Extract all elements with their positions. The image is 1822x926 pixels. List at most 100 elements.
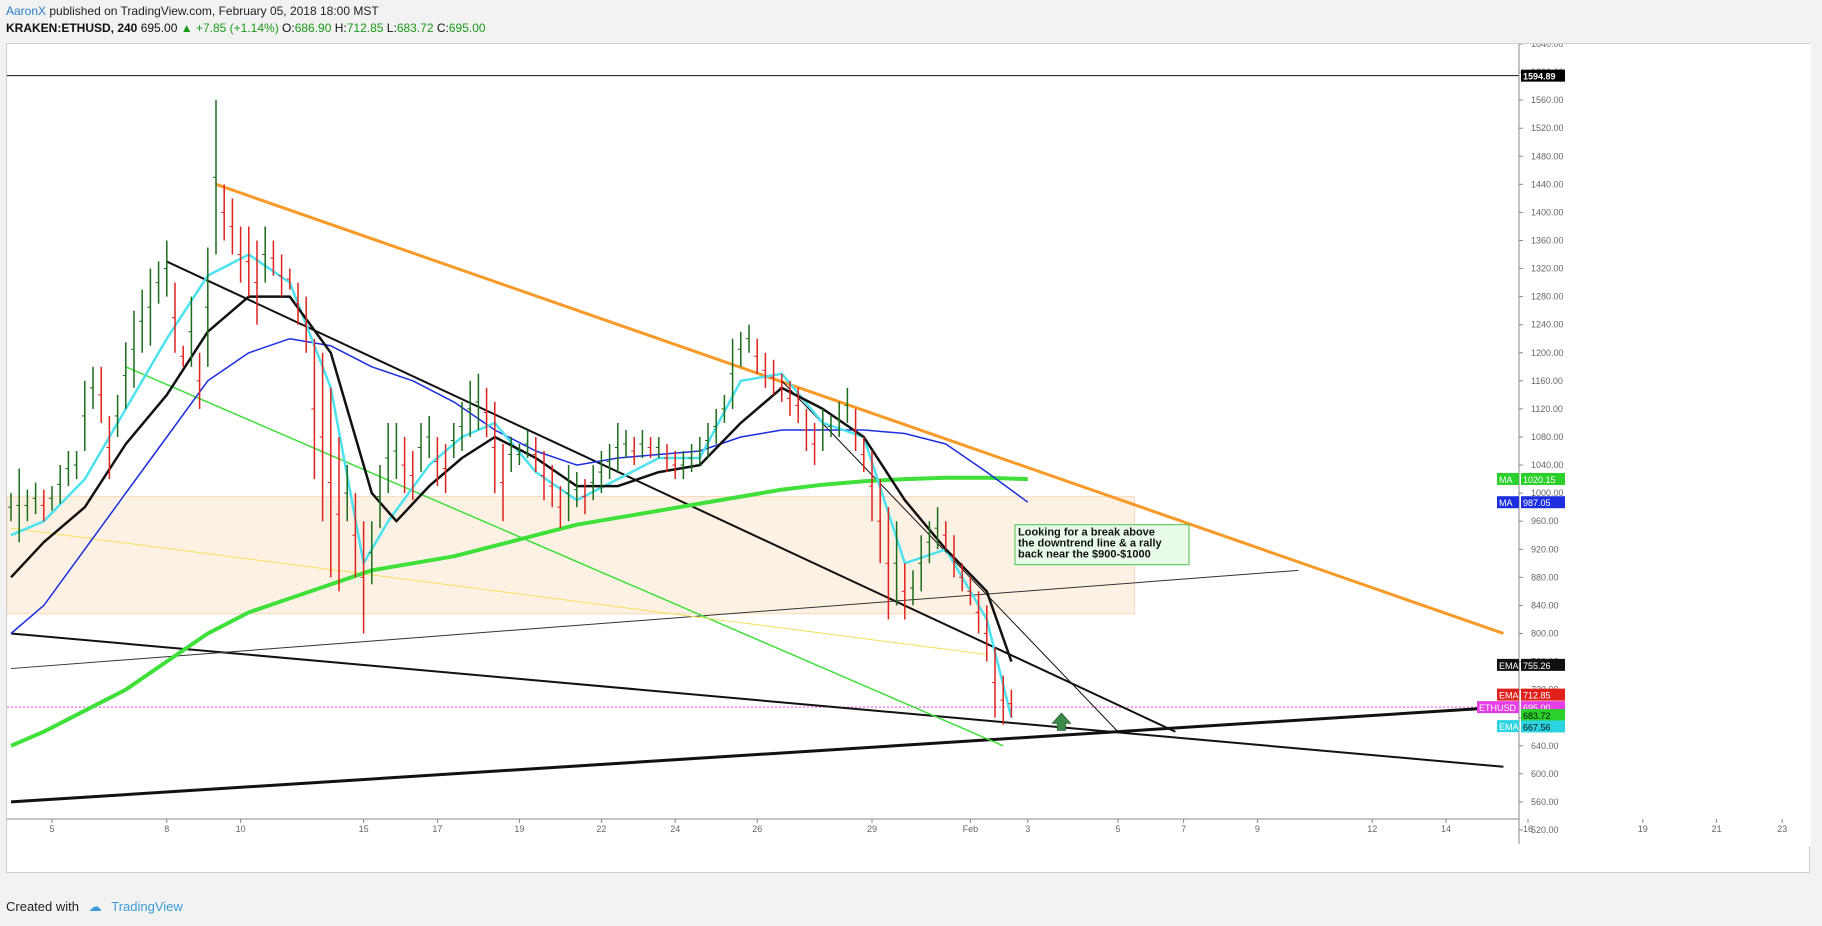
price-marker-value-bg [1521,658,1565,671]
chart-frame[interactable]: Looking for a break above the downtrend l… [6,39,1811,874]
price-marker-value-bg [1521,496,1565,509]
author-link[interactable]: AaronX [6,4,47,18]
black-lower-line[interactable] [10,632,1504,768]
price-marker-value: 683.72 [1523,711,1551,721]
price-tick-label: 960.00 [1531,516,1559,526]
time-tick-label: 7 [1181,824,1186,834]
orange-downtrend-line[interactable] [215,182,1504,635]
green-downtrend-line[interactable] [125,366,1004,747]
price-marker-name-bg [1477,701,1519,714]
time-tick-label: 12 [1367,824,1377,834]
price-marker-4[interactable]: EMA 712.85 [1497,688,1565,701]
time-tick-label: 29 [867,824,877,834]
time-tick-label: 14 [1441,824,1451,834]
price-marker-name-bg [1497,658,1519,671]
time-tick-label: 5 [1115,824,1120,834]
price-marker-value-bg [1521,69,1565,82]
time-tick-label: 19 [514,824,524,834]
ema-cyan-line[interactable] [10,253,1013,719]
footer: Created with ☁ TradingView [6,899,183,915]
black-rising-thin-line[interactable] [10,569,1299,670]
time-tick-label: 22 [596,824,606,834]
price-marker-name: EMA [1499,722,1519,732]
time-tick-label: 10 [236,824,246,834]
price-marker-name: EMA [1499,661,1519,671]
up-arrow-icon[interactable] [1051,712,1072,731]
price-tick-label: 1040.00 [1531,460,1564,470]
price-marker-name: MA [1499,498,1513,508]
time-tick-label: 3 [1025,824,1030,834]
ma-blue-line[interactable] [10,337,1029,635]
tradingview-logo-icon[interactable]: ☁ [88,899,102,914]
price-marker-1[interactable]: MA 1020.15 [1497,472,1565,485]
price-tick-label: 1080.00 [1531,432,1564,442]
low-value: 683.72 [396,21,434,35]
price-marker-name-bg [1497,720,1519,733]
yellow-line-line[interactable] [10,527,987,656]
time-tick-label: 19 [1638,824,1648,834]
black-support-line[interactable] [10,705,1504,804]
price-tick-label: 1120.00 [1531,404,1563,414]
price-tick-label: 840.00 [1531,600,1559,610]
price-tick-label: 520.00 [1531,825,1559,835]
price-marker-value: 987.05 [1523,498,1551,508]
time-tick-label: 17 [432,824,442,834]
time-tick-label: Feb [963,824,979,834]
price-marker-7[interactable]: 683.72 [1521,709,1565,722]
time-tick-label: 15 [359,824,369,834]
price-marker-name-bg [1497,472,1519,485]
price-marker-value-bg [1521,472,1565,485]
time-tick-label: 24 [670,824,680,834]
annotation-box[interactable] [1014,524,1190,566]
close-label: C: [436,21,449,35]
price-tick-label: 1200.00 [1531,348,1564,358]
price-marker-3[interactable]: EMA 755.26 [1497,658,1565,671]
price-marker-name: EMA [1499,691,1519,701]
annotation-text: Looking for a break above [1018,527,1155,539]
open-label: O: [282,21,295,35]
close-value: 695.00 [448,21,486,35]
price-tick-label: 800.00 [1531,628,1559,638]
price-marker-value: 1020.15 [1523,475,1556,485]
created-with-text: Created with [6,899,79,914]
time-tick-label: 8 [164,824,169,834]
symbol-info-bar: KRAKEN:ETHUSD, 240 695.00 ▲ +7.85 (+1.14… [6,21,486,35]
price-tick-label: 1160.00 [1531,376,1563,386]
high-value: 712.85 [346,21,384,35]
low-label: L: [386,21,397,35]
price-tick-label: 1320.00 [1531,264,1564,274]
tradingview-brand-link[interactable]: TradingView [111,899,183,914]
time-tick-label: 5 [49,824,54,834]
price-marker-name: ETHUSD [1479,703,1517,713]
time-tick-label: 23 [1777,824,1787,834]
price-marker-0[interactable]: 1594.89 [1521,69,1565,82]
last-price: 695.00 [140,21,178,35]
price-marker-value-bg [1521,688,1565,701]
price-marker-value: 712.85 [1523,691,1551,701]
price-tick-label: 1280.00 [1531,292,1564,302]
price-marker-value: 1594.89 [1523,72,1556,82]
price-tick-label: 1360.00 [1531,235,1564,245]
high-label: H: [334,21,347,35]
annotation-text: back near the $900-$1000 [1018,549,1151,561]
publish-info: AaronX published on TradingView.com, Feb… [6,4,379,18]
price-marker-value-bg [1521,709,1565,722]
price-tick-label: 1240.00 [1531,320,1564,330]
price-axis[interactable] [1519,44,1811,846]
price-tick-label: 920.00 [1531,544,1559,554]
price-marker-8[interactable]: 667.56 [1521,720,1565,733]
price-marker-name-bg [1497,688,1519,701]
price-marker-name-bg [1497,496,1519,509]
price-marker-2[interactable]: MA 987.05 [1497,496,1565,509]
price-tick-label: 560.00 [1531,797,1559,807]
price-tick-label: 1640.00 [1531,44,1564,49]
open-value: 686.90 [294,21,332,35]
ma-green-line[interactable] [10,475,1028,748]
annotation-text: the downtrend line & a rally [1018,538,1163,550]
price-marker-value-bg [1521,720,1565,733]
price-tick-label: 880.00 [1531,572,1559,582]
price-marker-value: 667.56 [1523,722,1551,732]
price-tick-label: 1000.00 [1531,488,1564,498]
price-tick-label: 1480.00 [1531,151,1564,161]
